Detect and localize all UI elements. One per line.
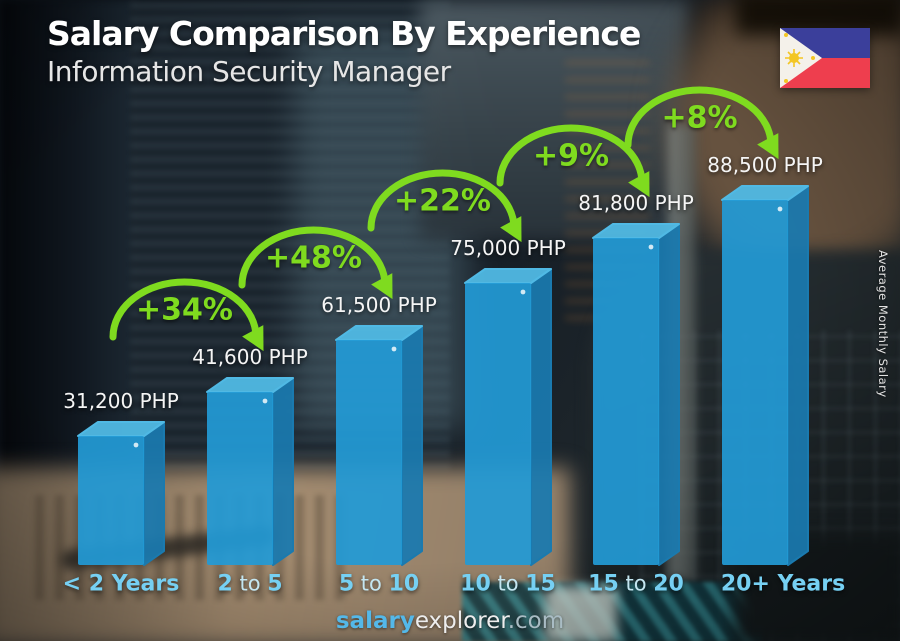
footer-brand: salaryexplorer.com — [0, 608, 900, 634]
increase-percent-label: +34% — [136, 292, 233, 328]
x-axis-label-part: 15 — [588, 571, 619, 597]
bar-20-years — [721, 185, 809, 566]
increase-percent-label: +9% — [532, 138, 610, 174]
footer-brand-explorer: explorer — [414, 608, 508, 634]
bar-front-face — [78, 436, 144, 565]
x-axis-label-part: 10 — [388, 571, 420, 597]
y-axis-title: Average Monthly Salary — [876, 250, 890, 398]
salary-value-label: 61,500 PHP — [321, 293, 437, 317]
x-axis-label-part: 10 — [460, 571, 491, 597]
x-axis-label-part: to — [354, 571, 389, 596]
x-axis-label-part: 5 — [267, 571, 283, 597]
bar-side-face — [658, 223, 680, 566]
salary-value-label: 41,600 PHP — [192, 345, 308, 369]
bar-highlight — [520, 289, 526, 295]
bar-front-face — [465, 283, 531, 565]
header: Salary Comparison By Experience Informat… — [47, 14, 641, 88]
x-axis-label-part: to — [618, 571, 654, 596]
bar-2-years — [77, 421, 165, 566]
page-title: Salary Comparison By Experience — [47, 14, 641, 53]
bar-front-face — [722, 200, 788, 565]
bar-highlight — [133, 442, 139, 448]
x-axis-label-15-to-20: 15 to 20 — [588, 572, 684, 597]
x-axis-label-part: 15 — [525, 571, 556, 597]
bar-5-to-10 — [335, 325, 423, 566]
x-axis-label-part: to — [490, 571, 526, 596]
philippines-flag-icon — [780, 28, 870, 88]
bar-15-to-20 — [592, 223, 680, 566]
bar-highlight — [391, 346, 397, 352]
x-axis-label-part: 2 — [217, 571, 233, 597]
bar-highlight — [777, 206, 783, 212]
x-axis-label-part: 20 — [653, 571, 684, 597]
increase-percent-label: +22% — [394, 183, 491, 219]
x-axis-label-2-to-5: 2 to 5 — [217, 572, 282, 597]
bar-front-face — [593, 238, 659, 565]
page-subtitle: Information Security Manager — [47, 55, 451, 88]
increase-percent-label: +48% — [265, 240, 362, 276]
x-axis-label-20-years: 20+ Years — [720, 571, 846, 597]
bar-front-face — [336, 340, 402, 565]
bar-side-face — [143, 421, 165, 566]
bar-10-to-15 — [464, 268, 552, 566]
bar-highlight — [648, 244, 654, 250]
bar-front-face — [207, 392, 273, 565]
x-axis-label-5-to-10: 5 to 10 — [339, 572, 419, 597]
x-axis-label-part: 5 — [338, 571, 355, 597]
x-axis-label-part: to — [232, 571, 268, 596]
bar-side-face — [272, 377, 294, 566]
bar-side-face — [530, 268, 552, 566]
bar-side-face — [401, 325, 423, 566]
salary-value-label: 88,500 PHP — [707, 153, 823, 177]
salary-value-label: 75,000 PHP — [450, 236, 566, 260]
footer-brand-salary: salary — [335, 608, 415, 634]
bar-highlight — [262, 398, 268, 404]
x-axis-label-2-years: < 2 Years — [62, 571, 180, 597]
increase-percent-label: +8% — [661, 100, 738, 136]
footer-brand-domain: .com — [507, 608, 565, 634]
salary-value-label: 81,800 PHP — [578, 191, 694, 215]
salary-value-label: 31,200 PHP — [63, 389, 179, 413]
x-axis-label-10-to-15: 10 to 15 — [460, 572, 556, 597]
bar-side-face — [787, 185, 809, 566]
bar-2-to-5 — [206, 377, 294, 566]
